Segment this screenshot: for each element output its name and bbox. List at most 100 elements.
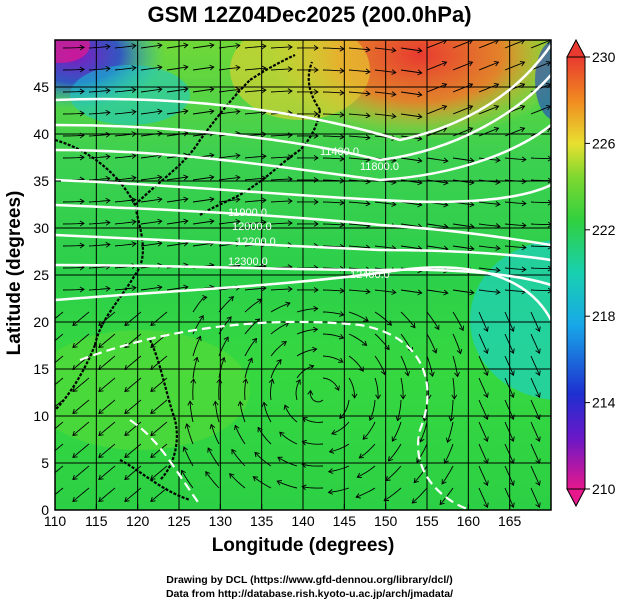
- streamline: [244, 287, 266, 291]
- streamline: [277, 480, 298, 489]
- streamline: [328, 487, 350, 493]
- streamline-arrowhead: [417, 113, 423, 120]
- streamline: [244, 111, 266, 115]
- streamline-arrowhead: [339, 155, 345, 162]
- streamline-arrowhead: [410, 322, 416, 329]
- contour-label: 11900.0: [228, 207, 267, 219]
- streamline-arrowhead: [105, 175, 111, 182]
- streamline: [478, 377, 488, 398]
- streamline: [207, 447, 220, 467]
- streamline: [218, 88, 240, 93]
- streamline: [277, 456, 298, 467]
- streamline: [504, 61, 525, 71]
- colorbar-tick-label: 214: [592, 395, 616, 411]
- credit-dcl: Drawing by DCL (https://www.gfd-dennou.o…: [166, 574, 453, 586]
- streamline: [478, 487, 488, 508]
- streamline-arrowhead: [467, 126, 474, 133]
- streamline: [62, 200, 85, 203]
- streamline-arrowhead: [183, 218, 189, 225]
- streamline: [374, 355, 386, 375]
- streamline: [98, 333, 116, 348]
- streamline: [478, 40, 499, 49]
- streamline: [140, 286, 162, 291]
- streamline: [504, 399, 514, 420]
- streamline-arrowhead: [105, 241, 111, 248]
- streamline: [478, 465, 488, 486]
- streamline-arrowhead: [202, 294, 208, 301]
- streamline: [530, 333, 540, 354]
- streamline-arrowhead: [212, 400, 219, 406]
- streamline: [270, 46, 293, 49]
- y-tick-label: 35: [33, 173, 49, 189]
- streamline: [302, 486, 324, 489]
- streamline-arrowhead: [268, 378, 275, 384]
- streamline-arrowhead: [547, 287, 551, 294]
- streamline: [426, 127, 447, 137]
- streamline-arrowhead: [150, 452, 156, 458]
- streamline: [348, 201, 370, 205]
- x-tick-label: 140: [291, 513, 315, 529]
- streamline: [348, 245, 370, 249]
- streamline: [55, 333, 64, 342]
- streamline: [374, 113, 396, 118]
- streamline-arrowhead: [98, 408, 104, 414]
- streamline: [411, 487, 428, 504]
- streamline-arrowhead: [79, 286, 85, 293]
- streamline-arrowhead: [521, 200, 527, 207]
- streamline-arrowhead: [327, 468, 334, 474]
- streamline: [114, 45, 136, 49]
- streamline: [88, 89, 110, 93]
- streamline: [192, 378, 195, 401]
- streamline: [88, 265, 110, 269]
- streamline-arrowhead: [331, 429, 337, 436]
- streamline: [218, 44, 240, 49]
- streamline: [72, 399, 90, 414]
- streamline-arrowhead: [98, 474, 104, 480]
- streamline-arrowhead: [339, 45, 345, 52]
- streamline-arrowhead: [483, 458, 489, 464]
- streamline: [98, 421, 116, 436]
- streamline-arrowhead: [535, 370, 541, 376]
- height-contours: [55, 44, 551, 321]
- streamline-arrowhead: [339, 199, 345, 206]
- streamline-arrowhead: [313, 199, 319, 205]
- streamline-arrowhead: [417, 47, 423, 54]
- streamline-arrowhead: [443, 179, 449, 186]
- streamline-arrowhead: [509, 480, 515, 486]
- streamline: [504, 333, 514, 354]
- streamline-arrowhead: [235, 218, 241, 225]
- streamline-arrowhead: [307, 389, 314, 396]
- streamline-arrowhead: [413, 477, 419, 484]
- streamline-arrowhead: [157, 42, 163, 49]
- streamline: [88, 45, 110, 49]
- streamline-arrowhead: [351, 393, 358, 399]
- streamline: [88, 67, 110, 71]
- streamline-arrowhead: [509, 348, 515, 354]
- streamline: [257, 427, 272, 445]
- streamline: [218, 357, 225, 379]
- streamline: [452, 157, 474, 162]
- streamline: [504, 443, 514, 464]
- streamline: [72, 465, 90, 480]
- streamline-arrowhead: [261, 197, 267, 204]
- streamline: [55, 421, 64, 430]
- streamline-arrowhead: [535, 458, 541, 464]
- streamline-arrowhead: [72, 386, 78, 392]
- streamline-arrowhead: [547, 221, 551, 228]
- streamline: [140, 154, 162, 159]
- streamline-arrowhead: [105, 153, 111, 160]
- streamline-arrowhead: [98, 430, 104, 436]
- streamline: [270, 302, 291, 313]
- streamline-arrowhead: [98, 496, 104, 502]
- streamline-arrowhead: [313, 305, 319, 312]
- streamline: [322, 245, 345, 248]
- streamline-arrowhead: [124, 430, 130, 436]
- streamline-arrowhead: [443, 458, 449, 464]
- streamline: [55, 465, 64, 474]
- streamline: [392, 421, 402, 442]
- streamline-arrowhead: [365, 288, 371, 295]
- streamline-arrowhead: [313, 287, 319, 293]
- streamline-arrowhead: [495, 289, 501, 295]
- streamline: [439, 487, 454, 505]
- streamline-arrowhead: [339, 177, 345, 184]
